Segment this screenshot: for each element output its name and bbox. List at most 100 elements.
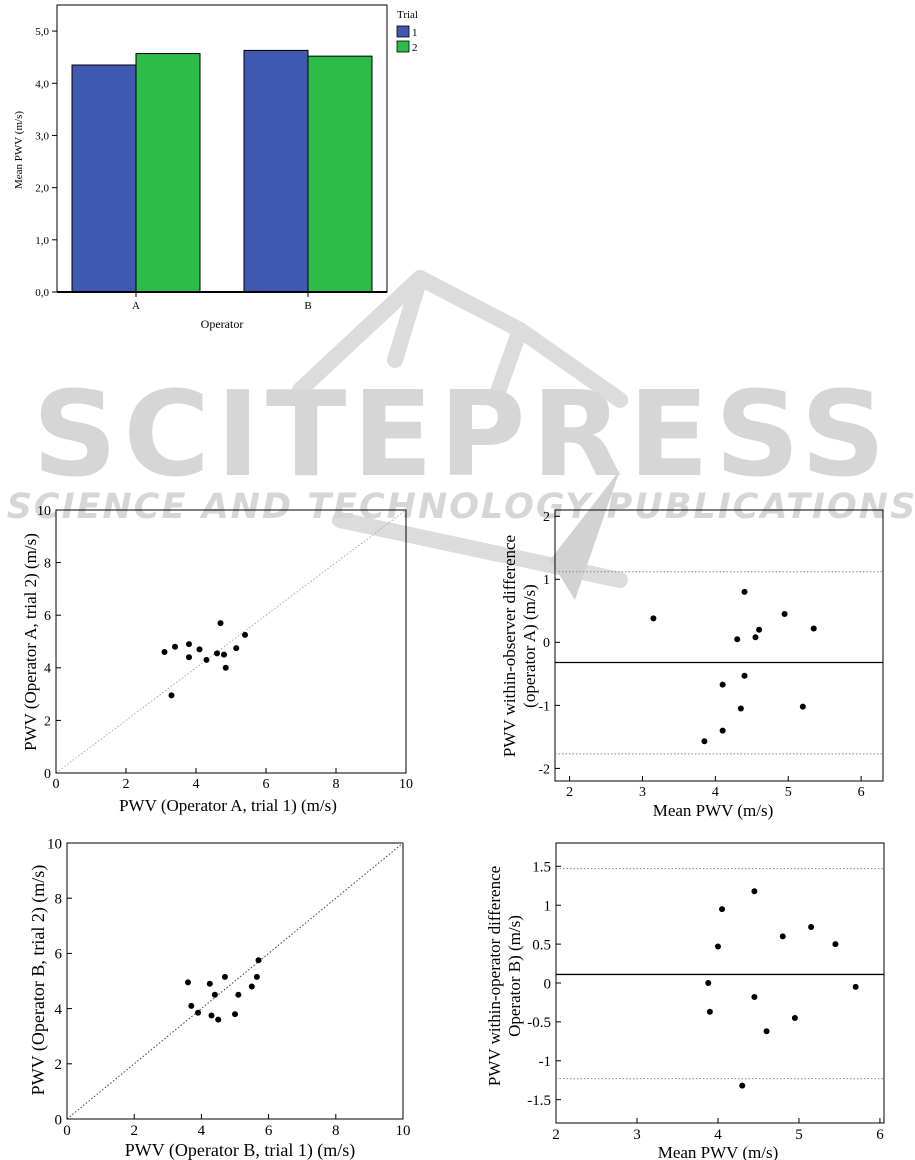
y-tick-label: 2 <box>44 714 51 729</box>
data-point <box>701 738 708 745</box>
data-point <box>719 727 726 734</box>
data-point <box>253 973 260 980</box>
y-tick-label: -1 <box>538 699 550 714</box>
data-point <box>714 943 721 950</box>
data-point <box>852 983 859 990</box>
data-point <box>751 888 758 895</box>
y-tick-label: 6 <box>55 947 63 963</box>
data-point <box>719 681 726 688</box>
x-tick-label: 2 <box>123 777 130 792</box>
bar-B-trial-2 <box>307 55 373 293</box>
data-point <box>808 924 815 930</box>
scatter-a-frame <box>55 509 407 774</box>
data-point <box>221 651 227 658</box>
bar-chart-legend: Trial 1 2 <box>396 9 418 54</box>
identity-line <box>55 509 407 774</box>
bar-A-trial-1 <box>71 64 137 293</box>
y-tick-label: 0.5 <box>532 937 551 953</box>
watermark: SCITEPRESS SCIENCE AND TECHNOLOGY PUBLIC… <box>7 270 915 600</box>
bland-altman-operator-a: 2 3 4 5 6 -2 -1 0 1 2 Mean PWV (m/s) PWV within-o… <box>500 509 884 820</box>
data-point <box>737 705 744 712</box>
data-point <box>255 957 262 964</box>
x-tick-label: 0 <box>53 777 60 792</box>
data-point <box>214 650 220 657</box>
data-point <box>208 1012 215 1019</box>
scatter-b-x-axis-label: PWV (Operator B, trial 1) (m/s) <box>125 1140 356 1160</box>
x-tick-label: 5 <box>785 785 792 800</box>
data-point <box>161 649 168 656</box>
data-point <box>832 941 839 948</box>
data-point <box>203 656 210 663</box>
bland-altman-a-ticks: 2 3 4 5 6 -2 -1 0 1 2 <box>538 510 864 800</box>
scatter-operator-a-trials: 0 2 4 6 8 10 0 2 4 6 8 10 PWV (Operator A, trial 1)… <box>21 504 413 815</box>
y-tick-label: 10 <box>47 836 62 852</box>
x-tick-label: 2 <box>566 785 573 800</box>
data-point <box>186 654 192 661</box>
data-point <box>739 1082 746 1089</box>
data-point <box>217 620 224 627</box>
y-tick-label: 5,0 <box>35 26 49 38</box>
data-point <box>719 906 726 913</box>
y-tick-label: 10 <box>37 504 51 519</box>
y-tick-label: 0 <box>543 636 550 651</box>
y-tick-label: 2 <box>55 1057 63 1073</box>
bar-B-trial-1 <box>243 49 309 293</box>
y-tick-label: 1 <box>544 898 552 914</box>
data-point <box>756 626 763 633</box>
bland-altman-b-points <box>705 888 859 1089</box>
y-tick-label: 2,0 <box>35 183 49 195</box>
x-tick-label: A <box>132 300 140 312</box>
x-tick-label: 3 <box>639 785 646 800</box>
data-point <box>763 1028 770 1035</box>
scatter-a-x-axis-label: PWV (Operator A, trial 1) (m/s) <box>119 796 337 815</box>
y-tick-label: 1,0 <box>35 235 49 247</box>
x-tick-label: 3 <box>633 1127 641 1143</box>
y-tick-label: 1 <box>543 573 550 588</box>
y-tick-label: 8 <box>44 557 51 572</box>
data-point <box>779 933 786 940</box>
data-point <box>184 979 191 986</box>
bland-altman-b-y-axis-label-line2: Operator B) (m/s) <box>505 915 524 1037</box>
x-tick-label: 8 <box>332 1123 340 1139</box>
scatter-b-ticks: 0 2 4 6 8 10 0 2 4 6 8 10 <box>47 836 411 1139</box>
data-point <box>206 980 213 987</box>
data-point <box>242 631 248 638</box>
y-tick-label: -1 <box>539 1054 552 1070</box>
legend-label-trial-1: 1 <box>412 27 418 39</box>
scatter-a-identity-line <box>55 509 407 774</box>
scatter-b-identity-line <box>66 842 404 1120</box>
bland-altman-a-reference-lines <box>555 571 883 755</box>
x-tick-label: 6 <box>858 785 865 800</box>
y-tick-label: 3,0 <box>35 130 49 142</box>
data-point <box>186 641 192 648</box>
bland-altman-a-y-axis-label-line1: PWV within-observer difference <box>500 535 519 757</box>
y-tick-label: 4 <box>44 662 51 677</box>
data-point <box>810 625 817 632</box>
y-tick-label: 6 <box>44 609 51 624</box>
bar-chart-y-ticks: 0,0 1,0 2,0 3,0 4,0 5,0 <box>35 26 57 299</box>
data-point <box>211 991 218 998</box>
scatter-a-y-axis-label: PWV (Operator A, trial 2) (m/s) <box>21 533 40 751</box>
data-point <box>215 1016 222 1023</box>
data-point <box>188 1002 195 1009</box>
data-point <box>195 1009 202 1016</box>
bar-chart-y-axis-label: Mean PWV (m/s) <box>13 111 25 189</box>
data-point <box>706 1008 713 1015</box>
data-point <box>752 634 759 641</box>
scatter-a-points <box>161 620 248 699</box>
scatter-operator-b-trials: 0 2 4 6 8 10 0 2 4 6 8 10 PWV (Operator B, trial 1)… <box>28 836 411 1160</box>
x-tick-label: 0 <box>63 1123 71 1139</box>
y-tick-label: 4 <box>55 1002 63 1018</box>
x-tick-label: 2 <box>552 1127 560 1143</box>
x-tick-label: 6 <box>265 1123 273 1139</box>
x-tick-label: 2 <box>130 1123 138 1139</box>
legend-title: Trial <box>397 9 418 21</box>
data-point <box>172 643 178 650</box>
bland-altman-b-frame <box>555 842 885 1124</box>
bland-altman-operator-b: 2 3 4 5 6 1.5 1 0.5 0 -0.5 -1 -1.5 Mean PWV (m/s) P… <box>485 842 885 1160</box>
y-tick-label: 4,0 <box>35 78 49 90</box>
data-point <box>781 610 788 617</box>
data-point <box>196 646 203 653</box>
